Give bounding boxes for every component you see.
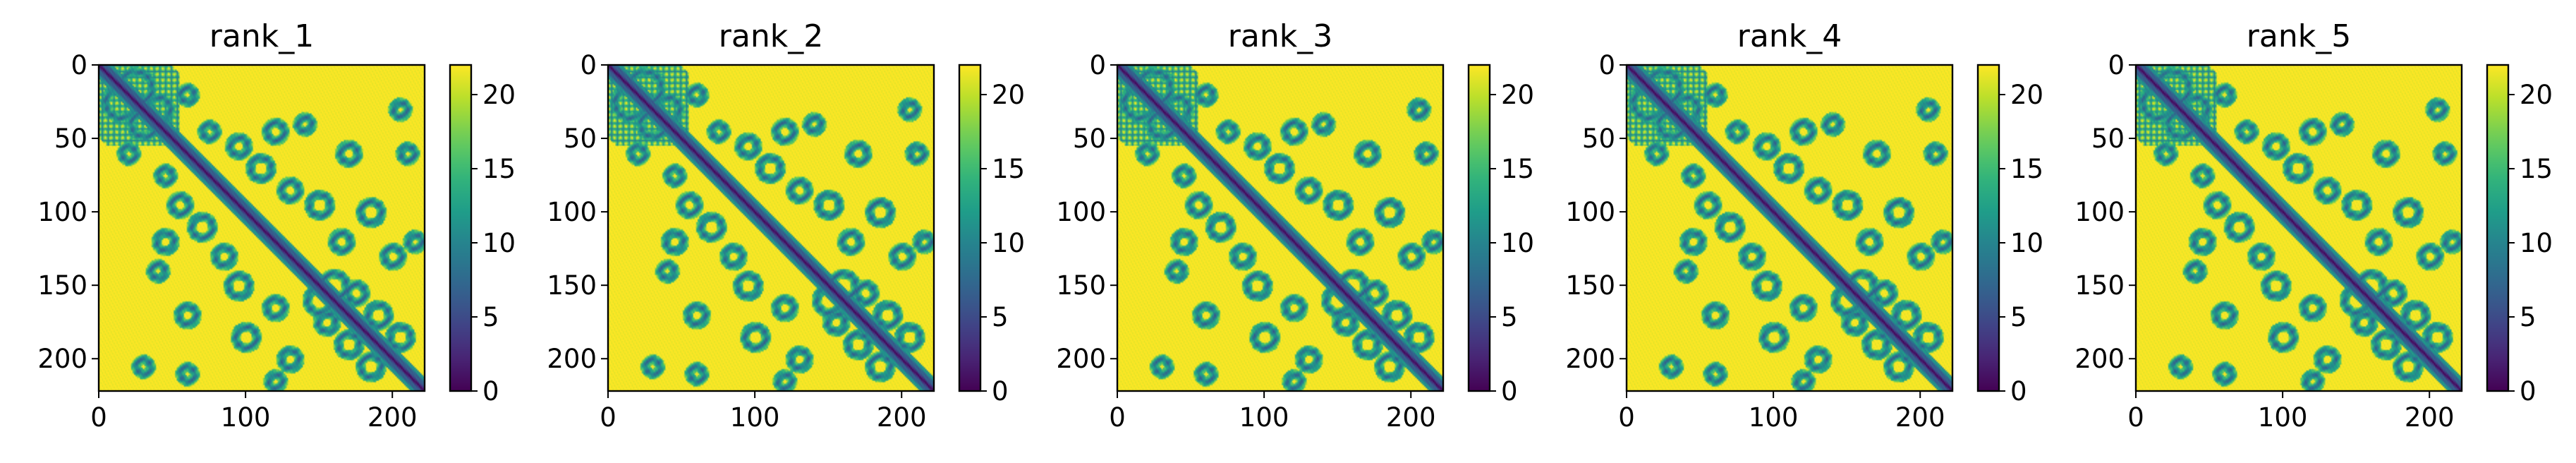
- x-tick-label: 100: [221, 402, 271, 433]
- colorbar-tick-label: 10: [1501, 228, 1534, 258]
- heatmap-image: [1627, 65, 1952, 391]
- x-tick-label: 100: [730, 402, 780, 433]
- colorbar-tick-label: 20: [1501, 80, 1534, 110]
- panel-title: rank_2: [719, 18, 823, 54]
- colorbar-frame: [2486, 64, 2510, 392]
- x-tick-label: 200: [1386, 402, 1436, 433]
- colorbar-tick-label: 0: [2010, 376, 2027, 407]
- panel-title: rank_3: [1228, 18, 1332, 54]
- heatmap-image: [99, 65, 425, 391]
- colorbar-frame: [449, 64, 473, 392]
- colorbar-tick-label: 15: [2520, 154, 2553, 184]
- y-tick-label: 50: [1582, 124, 1615, 154]
- colorbar-tick-label: 10: [2520, 228, 2553, 258]
- x-tick-label: 0: [1109, 402, 1126, 433]
- x-tick-label: 100: [2258, 402, 2308, 433]
- colorbar-tick-label: 0: [1501, 376, 1518, 407]
- colorbar-tick-label: 10: [992, 228, 1025, 258]
- colorbar-tick-label: 0: [2520, 376, 2536, 407]
- x-tick-label: 100: [1239, 402, 1289, 433]
- colorbar-tick-label: 10: [2010, 228, 2043, 258]
- colorbar-tick-label: 20: [2520, 80, 2553, 110]
- heatmap-image: [608, 65, 934, 391]
- colorbar-tick-label: 20: [2010, 80, 2043, 110]
- y-tick-label: 100: [1056, 197, 1106, 227]
- y-tick-label: 0: [1598, 50, 1615, 80]
- colorbar: [2487, 65, 2508, 391]
- colorbar-tick-label: 20: [992, 80, 1025, 110]
- y-tick-label: 150: [2074, 270, 2125, 301]
- colorbar: [1469, 65, 1490, 391]
- colorbar-tick-label: 0: [482, 376, 499, 407]
- colorbar: [959, 65, 980, 391]
- colorbar-tick-label: 15: [1501, 154, 1534, 184]
- y-tick-label: 200: [1565, 344, 1615, 374]
- colorbar-frame: [1467, 64, 1491, 392]
- colorbar-tick-label: 0: [992, 376, 1009, 407]
- heatmap-image: [2136, 65, 2462, 391]
- x-tick-label: 200: [877, 402, 927, 433]
- plot-frame: [1625, 64, 1954, 392]
- colorbar: [1978, 65, 1999, 391]
- colorbar-tick-label: 15: [992, 154, 1025, 184]
- colorbar-tick-label: 5: [992, 302, 1009, 332]
- colorbar-frame: [1976, 64, 2000, 392]
- plot-frame: [1116, 64, 1445, 392]
- x-tick-label: 200: [1895, 402, 1945, 433]
- plot-frame: [97, 64, 426, 392]
- x-tick-label: 0: [90, 402, 107, 433]
- colorbar-tick-label: 5: [2520, 302, 2536, 332]
- y-tick-label: 50: [1073, 124, 1106, 154]
- y-tick-label: 0: [2108, 50, 2125, 80]
- colorbar-tick-label: 15: [482, 154, 516, 184]
- y-tick-label: 200: [37, 344, 87, 374]
- plot-frame: [2134, 64, 2463, 392]
- y-tick-label: 150: [1565, 270, 1615, 301]
- y-tick-label: 50: [54, 124, 87, 154]
- x-tick-label: 200: [2405, 402, 2455, 433]
- x-tick-label: 0: [600, 402, 616, 433]
- x-tick-label: 200: [367, 402, 418, 433]
- colorbar-tick-label: 5: [1501, 302, 1518, 332]
- colorbar-tick-label: 5: [2010, 302, 2027, 332]
- heatmap-image: [1117, 65, 1443, 391]
- y-tick-label: 200: [547, 344, 597, 374]
- y-tick-label: 0: [580, 50, 597, 80]
- panel-title: rank_1: [209, 18, 314, 54]
- y-tick-label: 100: [2074, 197, 2125, 227]
- x-tick-label: 100: [1749, 402, 1799, 433]
- y-tick-label: 100: [547, 197, 597, 227]
- colorbar: [450, 65, 471, 391]
- colorbar-frame: [958, 64, 982, 392]
- colorbar-tick-label: 15: [2010, 154, 2043, 184]
- plot-frame: [607, 64, 935, 392]
- y-tick-label: 100: [1565, 197, 1615, 227]
- y-tick-label: 50: [564, 124, 597, 154]
- colorbar-tick-label: 10: [482, 228, 516, 258]
- y-tick-label: 150: [1056, 270, 1106, 301]
- y-tick-label: 200: [2074, 344, 2125, 374]
- y-tick-label: 100: [37, 197, 87, 227]
- x-tick-label: 0: [1618, 402, 1635, 433]
- y-tick-label: 200: [1056, 344, 1106, 374]
- y-tick-label: 0: [1089, 50, 1106, 80]
- x-tick-label: 0: [2127, 402, 2144, 433]
- y-tick-label: 150: [37, 270, 87, 301]
- y-tick-label: 150: [547, 270, 597, 301]
- y-tick-label: 50: [2091, 124, 2125, 154]
- colorbar-tick-label: 5: [482, 302, 499, 332]
- colorbar-tick-label: 20: [482, 80, 516, 110]
- y-tick-label: 0: [71, 50, 87, 80]
- panel-title: rank_5: [2247, 18, 2351, 54]
- panel-title: rank_4: [1737, 18, 1842, 54]
